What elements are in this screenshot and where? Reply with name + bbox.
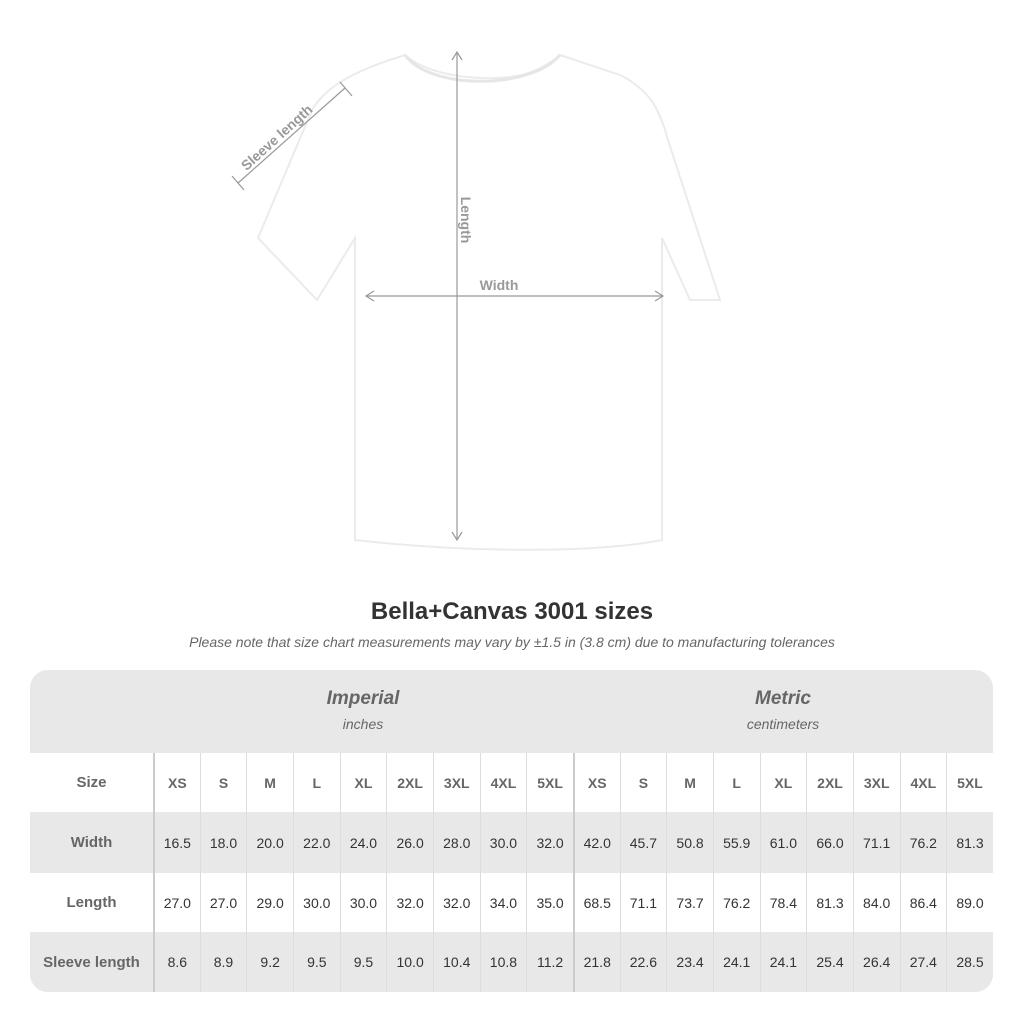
metric-value-cell: 23.4 xyxy=(666,932,713,992)
imperial-value-cell: 9.2 xyxy=(246,932,293,992)
imperial-value-cell: 30.0 xyxy=(292,873,340,932)
imperial-value-cell: 28.0 xyxy=(432,812,480,873)
table-row: Sleeve length 8.6 8.9 9.2 9.5 9.5 10.0 10.4 10.8… xyxy=(30,932,993,992)
size-header-imperial: L xyxy=(292,753,340,812)
imperial-value-cell: 10.4 xyxy=(432,932,480,992)
metric-value-cell: 66.0 xyxy=(806,812,853,873)
metric-unit: centimeters xyxy=(746,716,820,732)
imperial-value-cell: 34.0 xyxy=(479,873,527,932)
metric-value-cell: 24.1 xyxy=(759,932,807,992)
imperial-value-cell: 29.0 xyxy=(246,873,293,932)
imperial-value-cell: 32.0 xyxy=(432,873,480,932)
table-row: Width 16.5 18.0 20.0 22.0 24.0 26.0 28.0 30.0 32.… xyxy=(30,812,993,873)
metric-value-cell: 86.4 xyxy=(899,873,947,932)
imperial-value-cell: 32.0 xyxy=(526,812,573,873)
imperial-unit: inches xyxy=(342,716,384,732)
imperial-value-cell: 18.0 xyxy=(199,812,247,873)
metric-value-cell: 24.1 xyxy=(712,932,760,992)
metric-value-cell: 42.0 xyxy=(572,812,620,873)
imperial-value-cell: 9.5 xyxy=(339,932,387,992)
row-label: Sleeve length xyxy=(43,953,140,971)
metric-value-cell: 55.9 xyxy=(712,812,760,873)
metric-value-cell: 76.2 xyxy=(712,873,760,932)
collar xyxy=(403,54,562,83)
imperial-value-cell: 24.0 xyxy=(339,812,387,873)
metric-value-cell: 68.5 xyxy=(572,873,620,932)
metric-header: Metric centimeters xyxy=(573,670,993,753)
size-header-imperial: 3XL xyxy=(432,753,480,812)
size-header-imperial: S xyxy=(199,753,247,812)
imperial-value-cell: 11.2 xyxy=(526,932,573,992)
metric-value-cell: 28.5 xyxy=(946,932,993,992)
imperial-value-cell: 16.5 xyxy=(153,812,200,873)
tshirt-diagram: Sleeve length Length Width xyxy=(231,50,722,551)
tshirt-shape xyxy=(256,53,722,551)
size-header-metric: S xyxy=(619,753,667,812)
imperial-value-cell: 35.0 xyxy=(526,873,573,932)
size-header-metric: 3XL xyxy=(852,753,900,812)
imperial-value-cell: 27.0 xyxy=(153,873,200,932)
size-header-metric: M xyxy=(666,753,713,812)
imperial-header: Imperial inches xyxy=(153,670,573,753)
metric-value-cell: 27.4 xyxy=(899,932,947,992)
metric-value-cell: 78.4 xyxy=(759,873,807,932)
metric-value-cell: 71.1 xyxy=(619,873,667,932)
size-header-metric: 5XL xyxy=(946,753,993,812)
row-label: Length xyxy=(66,894,117,911)
imperial-value-cell: 9.5 xyxy=(292,932,340,992)
metric-value-cell: 22.6 xyxy=(619,932,667,992)
size-header-metric: 2XL xyxy=(806,753,853,812)
size-header-imperial: XL xyxy=(339,753,387,812)
table-row: Length 27.0 27.0 29.0 30.0 30.0 32.0 32.0 34.0 35… xyxy=(30,873,993,932)
size-header-imperial: 4XL xyxy=(479,753,527,812)
metric-value-cell: 61.0 xyxy=(759,812,807,873)
metric-value-cell: 21.8 xyxy=(572,932,620,992)
imperial-value-cell: 10.8 xyxy=(479,932,527,992)
imperial-value-cell: 22.0 xyxy=(292,812,340,873)
imperial-value-cell: 32.0 xyxy=(386,873,433,932)
metric-value-cell: 73.7 xyxy=(666,873,713,932)
size-header-metric: L xyxy=(712,753,760,812)
size-header-imperial: 5XL xyxy=(526,753,573,812)
size-header-imperial: M xyxy=(246,753,293,812)
length-label: Length xyxy=(458,197,474,244)
size-header-metric: 4XL xyxy=(899,753,947,812)
row-label: Width xyxy=(70,834,113,851)
size-row-label: Size xyxy=(76,774,107,791)
size-header-imperial: XS xyxy=(153,753,200,812)
size-table: Imperial inches Metric centimeters Size X… xyxy=(30,670,993,992)
page-title: Bella+Canvas 3001 sizes xyxy=(370,598,654,625)
metric-value-cell: 71.1 xyxy=(852,812,900,873)
imperial-label: Imperial xyxy=(326,688,400,709)
imperial-value-cell: 26.0 xyxy=(386,812,433,873)
imperial-value-cell: 8.6 xyxy=(153,932,200,992)
metric-value-cell: 25.4 xyxy=(806,932,853,992)
tolerance-note: Please note that size chart measurements… xyxy=(189,634,835,650)
metric-label: Metric xyxy=(755,688,811,709)
metric-value-cell: 89.0 xyxy=(946,873,993,932)
metric-value-cell: 26.4 xyxy=(852,932,900,992)
imperial-value-cell: 20.0 xyxy=(246,812,293,873)
size-header-metric: XS xyxy=(572,753,620,812)
metric-value-cell: 76.2 xyxy=(899,812,947,873)
width-label: Width xyxy=(480,277,519,293)
size-header-imperial: 2XL xyxy=(386,753,433,812)
metric-value-cell: 45.7 xyxy=(619,812,667,873)
sleeve-measure-line xyxy=(237,87,346,184)
metric-value-cell: 81.3 xyxy=(946,812,993,873)
metric-value-cell: 81.3 xyxy=(806,873,853,932)
imperial-value-cell: 27.0 xyxy=(199,873,247,932)
imperial-value-cell: 10.0 xyxy=(386,932,433,992)
size-header-metric: XL xyxy=(759,753,807,812)
imperial-value-cell: 30.0 xyxy=(339,873,387,932)
imperial-value-cell: 30.0 xyxy=(479,812,527,873)
size-header-row: Size XS S M L XL 2XL 3XL 4XL 5XL XS S M L XL 2XL 3XL 4XL 5… xyxy=(30,753,993,812)
metric-value-cell: 50.8 xyxy=(666,812,713,873)
imperial-value-cell: 8.9 xyxy=(199,932,247,992)
metric-value-cell: 84.0 xyxy=(852,873,900,932)
